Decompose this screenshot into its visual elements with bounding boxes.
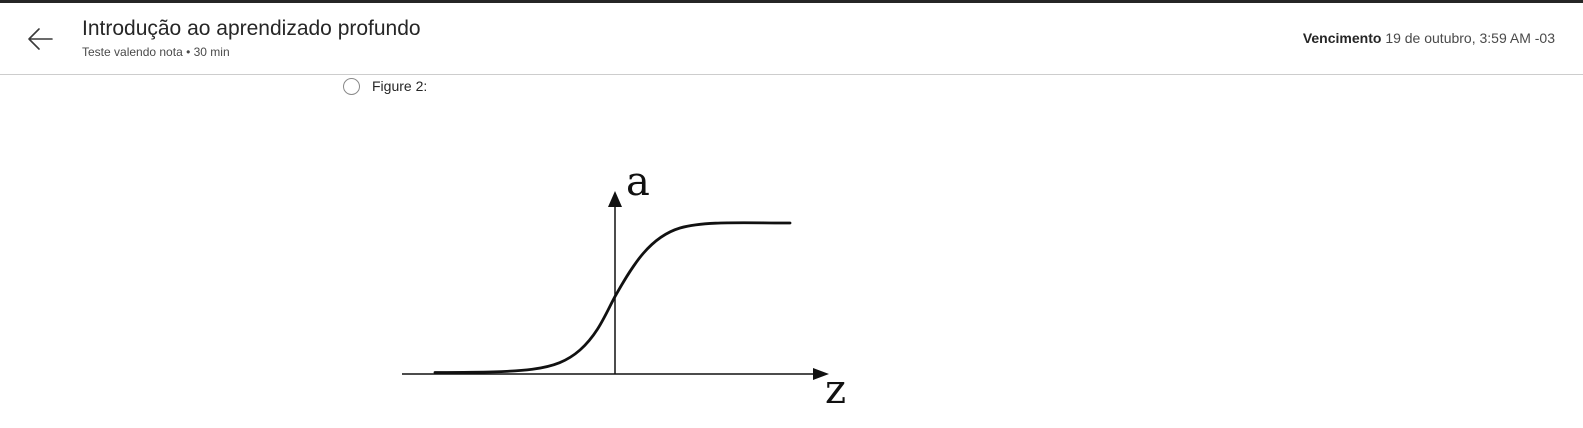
arrow-left-icon [28, 28, 53, 50]
due-date: Vencimento 19 de outubro, 3:59 AM -03 [1303, 30, 1555, 46]
sigmoid-figure: a z [402, 159, 846, 410]
due-label: Vencimento [1302, 30, 1382, 46]
option-radio[interactable] [343, 77, 360, 95]
page-title: Introdução ao aprendizado profundo [82, 17, 421, 40]
sigmoid-curve [433, 221, 792, 374]
due-value: 19 de outubro, 3:59 AM -03 [1385, 30, 1555, 46]
x-axis-arrowhead [813, 368, 829, 380]
y-axis-label: a [626, 159, 650, 205]
answer-option[interactable]: Figure 2: [343, 76, 427, 96]
page-subtitle: Teste valendo nota • 30 min [82, 45, 230, 59]
y-axis-arrowhead [608, 191, 622, 207]
option-label: Figure 2: [372, 78, 428, 94]
title-block: Introdução ao aprendizado profundo Teste… [82, 16, 421, 60]
top-strip [0, 0, 1583, 3]
back-button[interactable] [22, 21, 58, 57]
x-axis-label: z [825, 367, 846, 410]
page-header: Introdução ao aprendizado profundo Teste… [0, 3, 1583, 75]
